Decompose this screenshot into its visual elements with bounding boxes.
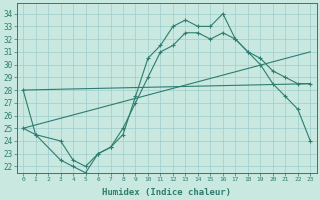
X-axis label: Humidex (Indice chaleur): Humidex (Indice chaleur) bbox=[102, 188, 231, 197]
